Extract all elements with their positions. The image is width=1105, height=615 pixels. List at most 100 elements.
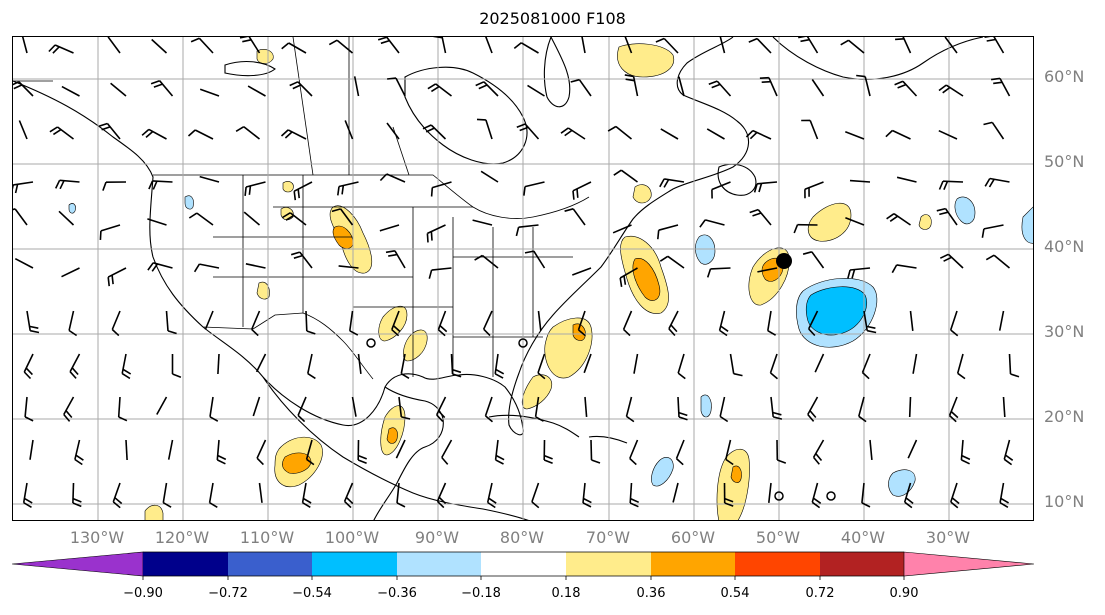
wind-barb-flag [289, 81, 299, 87]
wind-barb-flag [337, 186, 340, 196]
wind-barb [247, 85, 266, 97]
wind-barb-flag [535, 416, 544, 422]
wind-barb-flag [297, 414, 306, 423]
anomaly-region [617, 43, 675, 78]
us-mexico-border [202, 312, 374, 380]
wind-barb-flag [13, 81, 20, 86]
wind-barb [999, 78, 1011, 97]
wind-barb [386, 37, 400, 54]
wind-barb [22, 482, 28, 503]
us-state-borders [213, 175, 573, 377]
wind-barb [704, 219, 725, 226]
wind-barb [106, 122, 121, 140]
wind-barb-flag [385, 250, 396, 254]
wind-barb [572, 208, 586, 226]
wind-barb [725, 439, 732, 460]
wind-barb [572, 267, 592, 276]
arctic-island-coastline [224, 60, 276, 77]
wind-barb-flag [677, 372, 686, 380]
wind-barb-flag [949, 415, 957, 423]
wind-barb-flag [950, 501, 959, 509]
wind-barb [162, 482, 168, 503]
wind-barb [1003, 439, 1011, 460]
lat-label-50N: 50°N [1044, 152, 1085, 171]
wind-barb-flag [239, 37, 249, 39]
wind-barb [209, 396, 214, 417]
wind-barb [710, 267, 731, 270]
wind-barb-flag [452, 368, 462, 374]
wind-barb-flag [112, 501, 121, 509]
hispaniola-coastline [588, 435, 628, 444]
wind-barb-flag [629, 502, 639, 508]
wind-barb-flag [808, 328, 816, 337]
lat-label-20N: 20°N [1044, 407, 1085, 426]
wind-barb-flag [377, 37, 388, 41]
wind-barb [472, 219, 493, 226]
wind-barb [482, 310, 493, 330]
wind-barb [581, 37, 586, 54]
lat-label-40N: 40°N [1044, 237, 1085, 256]
wind-barb-flag [895, 38, 905, 41]
wind-barb [1002, 396, 1006, 418]
wind-barb [248, 37, 261, 54]
wind-barb [524, 123, 540, 140]
wind-barb [664, 178, 685, 183]
wind-barb [307, 353, 313, 374]
wind-barb-flag [387, 77, 397, 80]
anomaly-region [807, 202, 852, 242]
wind-barb-flag [438, 496, 447, 505]
wind-barb [757, 181, 778, 185]
wind-barb-flag [495, 368, 505, 375]
wind-barb [948, 396, 958, 416]
wind-barb [869, 439, 873, 460]
wind-barb [305, 310, 308, 332]
colorbar-segment [228, 552, 312, 576]
wind-barb [450, 353, 454, 375]
lat-label-60N: 60°N [1044, 67, 1085, 86]
wind-barb-flag [802, 251, 813, 255]
wind-barb [483, 81, 499, 97]
wind-barb-flag [576, 188, 579, 198]
wind-barb-flag [523, 186, 526, 196]
wind-barb-flag [531, 501, 540, 509]
wind-barb [400, 353, 406, 374]
wind-barb-flag [583, 497, 592, 504]
wind-barb [158, 80, 174, 97]
anomaly-region [918, 214, 932, 230]
anomaly-region [256, 49, 274, 64]
wind-barb-flag [767, 330, 776, 336]
wind-barb [757, 267, 778, 273]
wind-barb-flag [619, 277, 623, 288]
wind-barb [850, 267, 871, 271]
wind-barb-flag [748, 37, 758, 43]
wind-barb-flag [483, 328, 491, 337]
wind-barb-flag [675, 458, 684, 466]
wind-barb-flag [720, 325, 729, 332]
wind-barb-flag [430, 187, 434, 197]
wind-barb [989, 177, 1010, 183]
wind-barb-flag [75, 454, 84, 461]
wind-barb [892, 129, 911, 140]
wind-barb-flag [678, 416, 688, 421]
wind-barb [806, 37, 819, 54]
wind-barb-flag [957, 372, 966, 380]
anomaly-region [184, 195, 194, 210]
colorbar-segment [651, 552, 735, 576]
wind-barb-flag [282, 212, 291, 219]
wind-barb-flag [436, 500, 445, 509]
wind-barb-flag [284, 131, 293, 139]
wind-barb [938, 129, 958, 140]
wind-barb [258, 482, 263, 503]
wind-barb-flag [244, 186, 247, 196]
wind-barb-flag [216, 459, 226, 465]
wind-barb-flag [190, 37, 200, 43]
wind-barb [658, 224, 679, 231]
wind-barb [537, 353, 546, 374]
wind-barb [245, 181, 266, 188]
calm-wind-circle [366, 338, 376, 348]
wind-barb [804, 181, 824, 191]
wind-barb [663, 37, 679, 54]
lon-label-60W: 60°W [670, 528, 716, 547]
colorbar-segment [397, 552, 481, 576]
wind-barb-flag [118, 416, 128, 422]
